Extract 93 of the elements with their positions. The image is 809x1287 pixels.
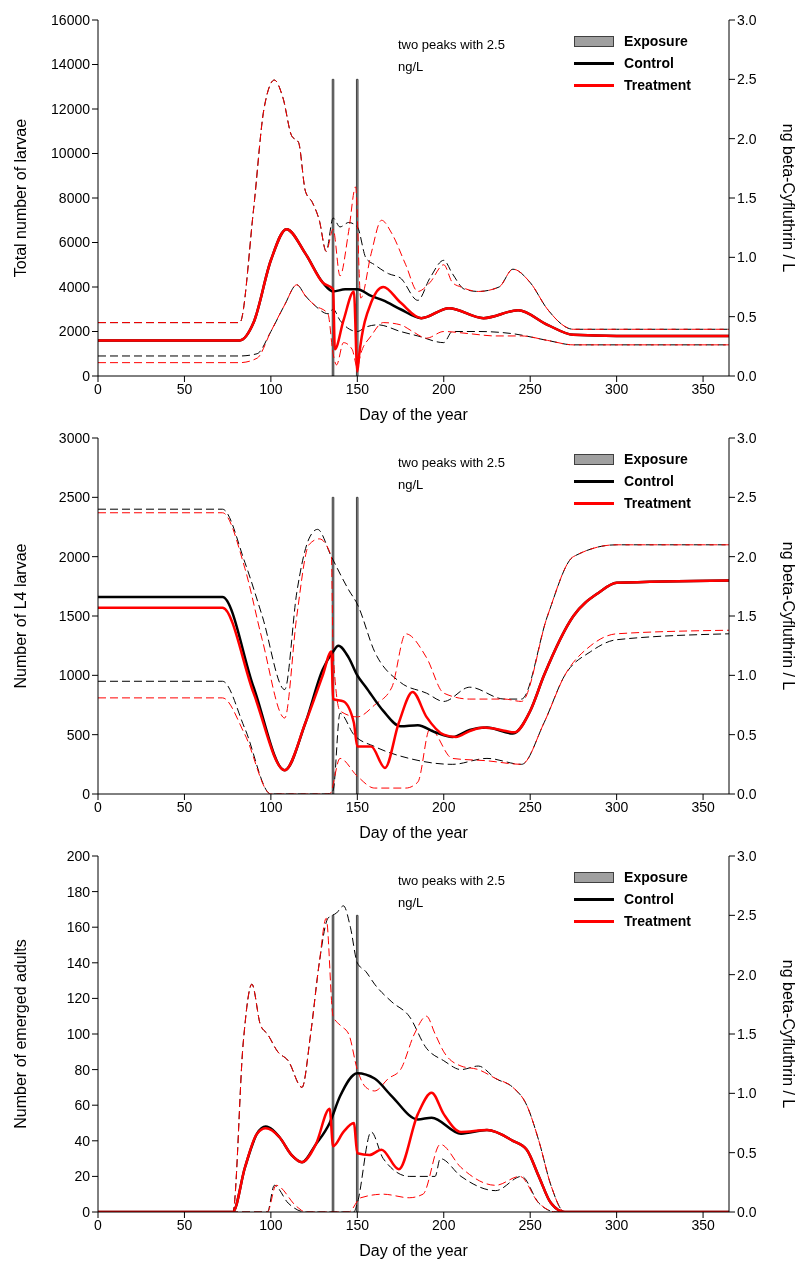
x-tick-label: 150 xyxy=(345,798,370,815)
legend-label: Exposure xyxy=(624,868,688,887)
y-tick-label: 1000 xyxy=(58,667,91,684)
x-tick-label: 300 xyxy=(604,1216,629,1233)
x-tick-label: 100 xyxy=(259,798,283,815)
legend-label: Control xyxy=(624,890,674,909)
x-tick-label: 350 xyxy=(691,380,715,397)
y2-tick-label: 3.0 xyxy=(737,429,757,446)
y2-tick-label: 2.5 xyxy=(737,907,757,924)
legend-label: Control xyxy=(624,54,674,73)
y-tick-label: 200 xyxy=(66,847,91,864)
legend-label: Treatment xyxy=(624,76,691,95)
x-tick-label: 150 xyxy=(345,1216,370,1233)
legend-label: Exposure xyxy=(624,450,688,469)
x-tick-label: 150 xyxy=(345,380,370,397)
x-axis-title: Day of the year xyxy=(359,824,469,841)
y2-tick-label: 1.5 xyxy=(737,1025,757,1042)
y-tick-label: 60 xyxy=(74,1097,91,1114)
y-tick-label: 40 xyxy=(74,1132,91,1149)
x-tick-label: 50 xyxy=(176,380,193,397)
y2-tick-label: 1.5 xyxy=(737,189,757,206)
x-tick-label: 300 xyxy=(604,380,629,397)
x-axis-title: Day of the year xyxy=(359,1242,469,1259)
y2-tick-label: 3.0 xyxy=(737,11,757,28)
x-tick-label: 200 xyxy=(432,1216,456,1233)
y-axis-title: Number of emerged adults xyxy=(11,939,29,1129)
y-tick-label: 12000 xyxy=(51,100,91,117)
y-tick-label: 0 xyxy=(82,785,91,802)
x-tick-label: 50 xyxy=(176,1216,193,1233)
y-tick-label: 80 xyxy=(74,1061,91,1078)
x-tick-label: 200 xyxy=(432,798,456,815)
y2-tick-label: 0.5 xyxy=(737,1144,757,1161)
y-tick-label: 8000 xyxy=(58,189,91,206)
y-tick-label: 500 xyxy=(66,726,91,743)
y2-tick-label: 1.0 xyxy=(737,667,757,684)
y2-tick-label: 2.0 xyxy=(737,966,757,983)
x-tick-label: 0 xyxy=(94,1216,103,1233)
y-tick-label: 0 xyxy=(82,367,91,384)
y-tick-label: 16000 xyxy=(51,11,91,28)
y-tick-label: 6000 xyxy=(58,234,91,251)
y2-tick-label: 1.0 xyxy=(737,249,757,266)
y-tick-label: 2500 xyxy=(58,489,91,506)
x-tick-label: 250 xyxy=(518,1216,543,1233)
annotation: two peaks with 2.5 ng/L xyxy=(398,872,506,912)
legend-label: Exposure xyxy=(624,32,688,51)
y-tick-label: 20 xyxy=(74,1168,91,1185)
y2-tick-label: 2.0 xyxy=(737,548,757,565)
y2-tick-label: 2.5 xyxy=(737,71,757,88)
y2-axis-title: ng beta-Cyfluthrin / L xyxy=(780,541,798,691)
y2-tick-label: 1.0 xyxy=(737,1085,757,1102)
x-tick-label: 50 xyxy=(176,798,193,815)
y-tick-label: 4000 xyxy=(58,278,91,295)
x-tick-label: 300 xyxy=(604,798,629,815)
y-tick-label: 3000 xyxy=(58,429,91,446)
y-tick-label: 2000 xyxy=(58,323,91,340)
y2-tick-label: 2.0 xyxy=(737,130,757,147)
x-tick-label: 350 xyxy=(691,1216,715,1233)
x-tick-label: 250 xyxy=(518,380,543,397)
annotation: two peaks with 2.5 ng/L xyxy=(398,454,506,494)
y2-tick-label: 0.0 xyxy=(737,1203,757,1220)
legend-label: Treatment xyxy=(624,912,691,931)
x-tick-label: 100 xyxy=(259,1216,283,1233)
y-tick-label: 160 xyxy=(66,919,91,936)
x-tick-label: 350 xyxy=(691,798,715,815)
legend-label: Treatment xyxy=(624,494,691,513)
y2-tick-label: 3.0 xyxy=(737,847,757,864)
y2-axis-title: ng beta-Cyfluthrin / L xyxy=(780,959,798,1109)
y-axis-title: Number of L4 larvae xyxy=(11,543,29,689)
x-axis-title: Day of the year xyxy=(359,406,469,423)
y2-tick-label: 0.0 xyxy=(737,785,757,802)
x-tick-label: 200 xyxy=(432,380,456,397)
y-tick-label: 2000 xyxy=(58,548,91,565)
y2-tick-label: 1.5 xyxy=(737,607,757,624)
x-tick-label: 0 xyxy=(94,380,103,397)
x-tick-label: 100 xyxy=(259,380,283,397)
y2-tick-label: 2.5 xyxy=(737,489,757,506)
y2-tick-label: 0.5 xyxy=(737,726,757,743)
x-tick-label: 250 xyxy=(518,798,543,815)
y-tick-label: 14000 xyxy=(51,56,91,73)
x-tick-label: 0 xyxy=(94,798,103,815)
y-tick-label: 100 xyxy=(66,1025,91,1042)
y-tick-label: 180 xyxy=(66,883,91,900)
y-tick-label: 1500 xyxy=(58,607,91,624)
annotation: two peaks with 2.5 ng/L xyxy=(398,36,506,76)
y-tick-label: 10000 xyxy=(51,145,91,162)
y2-tick-label: 0.0 xyxy=(737,367,757,384)
y-tick-label: 140 xyxy=(66,954,91,971)
y2-axis-title: ng beta-Cyfluthrin / L xyxy=(780,123,798,273)
y-tick-label: 0 xyxy=(82,1203,91,1220)
legend-label: Control xyxy=(624,472,674,491)
y2-tick-label: 0.5 xyxy=(737,308,757,325)
y-tick-label: 120 xyxy=(66,990,91,1007)
y-axis-title: Total number of larvae xyxy=(11,118,29,278)
